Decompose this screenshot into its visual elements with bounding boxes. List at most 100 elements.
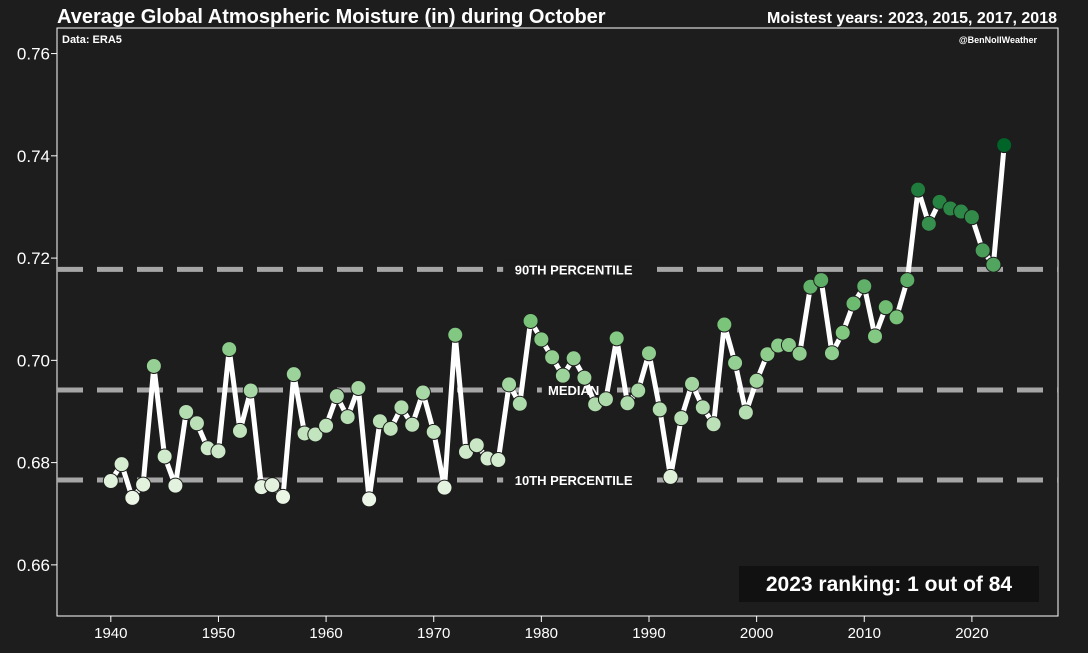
data-source-label: Data: ERA5 bbox=[62, 34, 122, 46]
data-point bbox=[640, 345, 657, 362]
data-point bbox=[231, 422, 248, 439]
data-point bbox=[522, 312, 539, 329]
data-point bbox=[135, 476, 152, 493]
series-moisture bbox=[102, 137, 1013, 508]
data-point bbox=[447, 326, 464, 343]
ref-label-90th-percentile: 90TH PERCENTILE bbox=[515, 262, 633, 277]
x-tick-label: 2000 bbox=[740, 625, 773, 642]
data-point bbox=[759, 346, 776, 363]
x-tick-label: 1970 bbox=[417, 625, 450, 642]
data-point bbox=[264, 477, 281, 494]
chart-title: Average Global Atmospheric Moisture (in)… bbox=[57, 6, 606, 28]
data-point bbox=[877, 299, 894, 316]
data-point bbox=[350, 379, 367, 396]
data-point bbox=[414, 384, 431, 401]
data-point bbox=[425, 423, 442, 440]
y-tick-label: 0.76 bbox=[17, 45, 50, 64]
data-point bbox=[242, 382, 259, 399]
data-point bbox=[371, 413, 388, 430]
data-point bbox=[404, 416, 421, 433]
data-point bbox=[188, 415, 205, 432]
data-point bbox=[662, 468, 679, 485]
data-point bbox=[145, 357, 162, 374]
data-point bbox=[834, 324, 851, 341]
data-point bbox=[501, 376, 518, 393]
data-point bbox=[845, 295, 862, 312]
data-point bbox=[985, 256, 1002, 273]
data-point bbox=[791, 345, 808, 362]
chart-subtitle: Moistest years: 2023, 2015, 2017, 2018 bbox=[767, 10, 1057, 27]
data-point bbox=[727, 354, 744, 371]
data-point bbox=[608, 330, 625, 347]
data-point bbox=[780, 337, 797, 354]
data-point bbox=[899, 272, 916, 289]
x-tick-label: 2010 bbox=[848, 625, 881, 642]
data-point bbox=[544, 349, 561, 366]
credit-label: @BenNollWeather bbox=[959, 35, 1038, 45]
x-tick-label: 1990 bbox=[632, 625, 665, 642]
x-axis: 1940 1950 1960 1970 1980 1990 2000 2010 2020 bbox=[94, 616, 989, 642]
y-axis: 0.66 0.68 0.70 0.72 0.74 0.76 bbox=[17, 45, 57, 575]
x-tick-label: 2020 bbox=[955, 625, 988, 642]
data-point bbox=[888, 309, 905, 326]
data-point bbox=[113, 456, 130, 473]
ref-label-bg bbox=[503, 260, 645, 279]
y-tick-label: 0.70 bbox=[17, 351, 50, 370]
ranking-label: 2023 ranking: 1 out of 84 bbox=[766, 573, 1013, 596]
data-point bbox=[705, 416, 722, 433]
data-point bbox=[393, 399, 410, 416]
data-point bbox=[737, 404, 754, 421]
ranking-box bbox=[739, 566, 1039, 602]
data-point bbox=[823, 345, 840, 362]
y-tick-label: 0.68 bbox=[17, 454, 50, 473]
data-point bbox=[974, 242, 991, 259]
data-point bbox=[511, 395, 528, 412]
data-point bbox=[920, 215, 937, 232]
data-point bbox=[124, 489, 141, 506]
data-point bbox=[619, 395, 636, 412]
data-point bbox=[694, 399, 711, 416]
data-point bbox=[630, 382, 647, 399]
data-point bbox=[361, 491, 378, 508]
data-point bbox=[684, 375, 701, 392]
data-point bbox=[318, 417, 335, 434]
data-point bbox=[867, 328, 884, 345]
data-point bbox=[576, 369, 593, 386]
data-point bbox=[468, 437, 485, 454]
data-point bbox=[210, 443, 227, 460]
plot-frame bbox=[56, 27, 1059, 617]
data-point bbox=[565, 350, 582, 367]
data-point bbox=[436, 479, 453, 496]
data-point bbox=[533, 331, 550, 348]
data-point bbox=[167, 477, 184, 494]
data-point bbox=[910, 181, 927, 198]
x-tick-label: 1940 bbox=[94, 625, 127, 642]
data-point bbox=[102, 473, 119, 490]
data-point bbox=[554, 367, 571, 384]
ref-label-bg bbox=[503, 470, 645, 489]
y-tick-label: 0.72 bbox=[17, 249, 50, 268]
data-point bbox=[673, 410, 690, 427]
data-point bbox=[156, 448, 173, 465]
x-tick-label: 1980 bbox=[525, 625, 558, 642]
x-tick-label: 1960 bbox=[309, 625, 342, 642]
data-point bbox=[328, 388, 345, 405]
data-point bbox=[963, 209, 980, 226]
x-tick-label: 1950 bbox=[202, 625, 235, 642]
data-point bbox=[339, 409, 356, 426]
ref-label-10th-percentile: 10TH PERCENTILE bbox=[515, 473, 633, 488]
data-point bbox=[748, 372, 765, 389]
y-tick-label: 0.66 bbox=[17, 556, 50, 575]
data-point bbox=[651, 401, 668, 418]
data-point bbox=[813, 272, 830, 289]
data-point bbox=[382, 420, 399, 437]
data-point bbox=[221, 341, 238, 358]
data-point bbox=[996, 137, 1013, 154]
y-tick-label: 0.74 bbox=[17, 147, 50, 166]
data-point bbox=[307, 426, 324, 443]
data-point bbox=[716, 316, 733, 333]
data-point bbox=[490, 452, 507, 469]
data-point bbox=[275, 488, 292, 505]
